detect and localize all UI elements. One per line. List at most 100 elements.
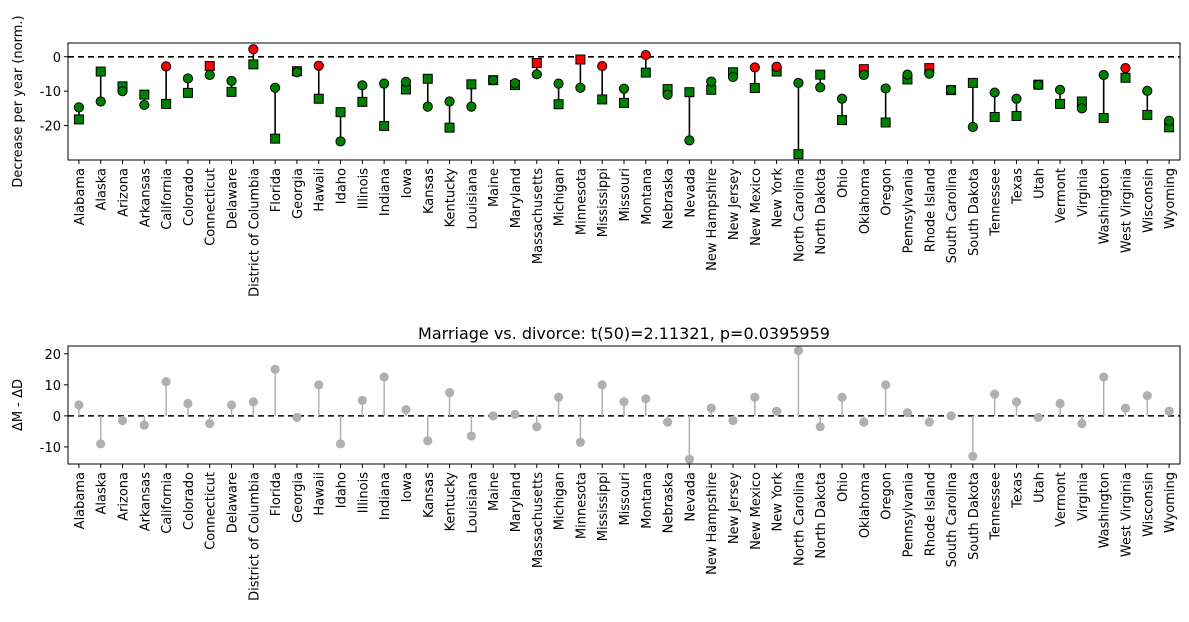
circle-marker <box>291 67 303 78</box>
x-tick-label: Ohio <box>836 472 851 502</box>
x-tick-label: New Jersey <box>727 472 742 544</box>
circle-marker <box>597 60 608 72</box>
circle-marker <box>771 61 782 72</box>
square-marker <box>1055 98 1066 109</box>
stem-marker <box>663 417 673 427</box>
x-tick-label: Maryland <box>509 168 524 228</box>
x-tick-label: Louisiana <box>465 168 480 229</box>
circle-marker <box>226 75 237 86</box>
x-tick-label: West Virginia <box>1119 168 1134 253</box>
square-marker <box>989 111 1000 122</box>
stem-marker <box>968 451 978 461</box>
circle-marker <box>858 69 869 81</box>
stem-marker <box>815 422 825 432</box>
bottom-chart: Marriage vs. divorce: t(50)=2.11321, p=0… <box>11 324 1181 601</box>
stem-marker <box>553 392 564 402</box>
x-tick-label: Idaho <box>335 168 350 204</box>
stem-marker <box>466 431 476 441</box>
square-marker <box>1142 109 1153 120</box>
x-tick-label: Virginia <box>1076 472 1091 521</box>
square-marker <box>139 89 150 100</box>
circle-marker <box>161 61 172 72</box>
circle-marker <box>575 82 586 93</box>
square-marker <box>270 133 281 144</box>
circle-marker <box>706 76 717 87</box>
circle-marker <box>749 62 760 73</box>
x-tick-label: District of Columbia <box>247 472 262 601</box>
x-tick-label: New Mexico <box>749 472 764 550</box>
x-tick-label: Colorado <box>182 168 197 226</box>
x-tick-label: Nevada <box>683 472 698 522</box>
x-tick-label: Nebraska <box>662 168 677 229</box>
stem-marker <box>270 364 280 374</box>
circle-marker <box>1054 84 1066 95</box>
stem-marker <box>379 372 389 382</box>
x-tick-label: California <box>160 168 175 230</box>
stem-marker <box>990 389 1000 399</box>
x-tick-label: West Virginia <box>1119 472 1134 557</box>
stem-marker <box>139 420 149 430</box>
x-tick-label: Louisiana <box>465 472 480 533</box>
x-tick-label: Utah <box>1032 472 1047 503</box>
circle-marker <box>1120 63 1131 74</box>
x-tick-label: Maine <box>487 168 502 207</box>
square-marker <box>1098 113 1109 124</box>
circle-marker <box>335 136 346 147</box>
circle-marker <box>640 49 651 61</box>
circle-marker <box>1076 103 1087 114</box>
circle-marker <box>727 71 739 83</box>
circle-marker <box>1011 93 1022 104</box>
x-tick-label: Iowa <box>400 168 415 198</box>
circle-marker <box>902 69 913 80</box>
x-tick-label: Rhode Island <box>923 472 938 556</box>
x-tick-label: Virginia <box>1076 168 1091 217</box>
x-tick-label: California <box>160 472 175 534</box>
square-marker <box>837 115 848 126</box>
stem-marker <box>684 454 695 464</box>
x-tick-label: District of Columbia <box>247 168 262 297</box>
stem-marker <box>924 417 934 427</box>
stem-marker <box>248 397 258 407</box>
x-tick-label: Missouri <box>618 472 633 526</box>
x-tick-label: Mississippi <box>596 472 611 541</box>
stem-marker <box>423 436 433 446</box>
square-marker <box>73 114 84 125</box>
circle-marker <box>1163 115 1175 126</box>
square-marker <box>357 96 368 107</box>
x-tick-label: Massachusetts <box>531 472 546 568</box>
x-tick-label: Illinois <box>356 168 371 209</box>
circle-marker <box>684 135 695 146</box>
circle-marker <box>379 78 390 89</box>
x-tick-label: Illinois <box>356 472 371 513</box>
square-marker <box>335 107 346 118</box>
x-tick-label: Pennsylvania <box>901 472 916 557</box>
circle-marker <box>117 86 128 97</box>
circle-marker <box>400 76 412 87</box>
x-tick-label: Oregon <box>880 168 895 216</box>
x-tick-label: Ohio <box>836 168 851 198</box>
x-tick-label: New Hampshire <box>705 168 720 271</box>
x-tick-label: Colorado <box>182 472 197 530</box>
circle-marker <box>836 93 848 104</box>
circle-marker <box>531 69 542 80</box>
square-marker <box>706 84 717 95</box>
stem-marker <box>750 392 760 402</box>
stem-marker <box>74 400 84 410</box>
stem-marker <box>902 408 913 418</box>
x-tick-label: Wyoming <box>1163 168 1178 229</box>
x-tick-label: Michigan <box>553 472 568 530</box>
circle-marker <box>1033 79 1044 91</box>
x-tick-label: Vermont <box>1054 472 1069 527</box>
x-tick-label: Maine <box>487 472 502 511</box>
square-marker <box>815 69 826 80</box>
square-marker <box>466 79 477 90</box>
circle-marker <box>815 82 826 93</box>
x-tick-label: Alaska <box>95 168 110 211</box>
square-marker <box>749 83 760 94</box>
x-tick-label: New Jersey <box>727 168 742 240</box>
square-marker <box>793 149 804 160</box>
x-tick-label: Delaware <box>226 168 241 229</box>
circle-marker <box>248 44 259 55</box>
circle-marker <box>422 101 433 112</box>
x-tick-label: Arkansas <box>138 168 153 227</box>
